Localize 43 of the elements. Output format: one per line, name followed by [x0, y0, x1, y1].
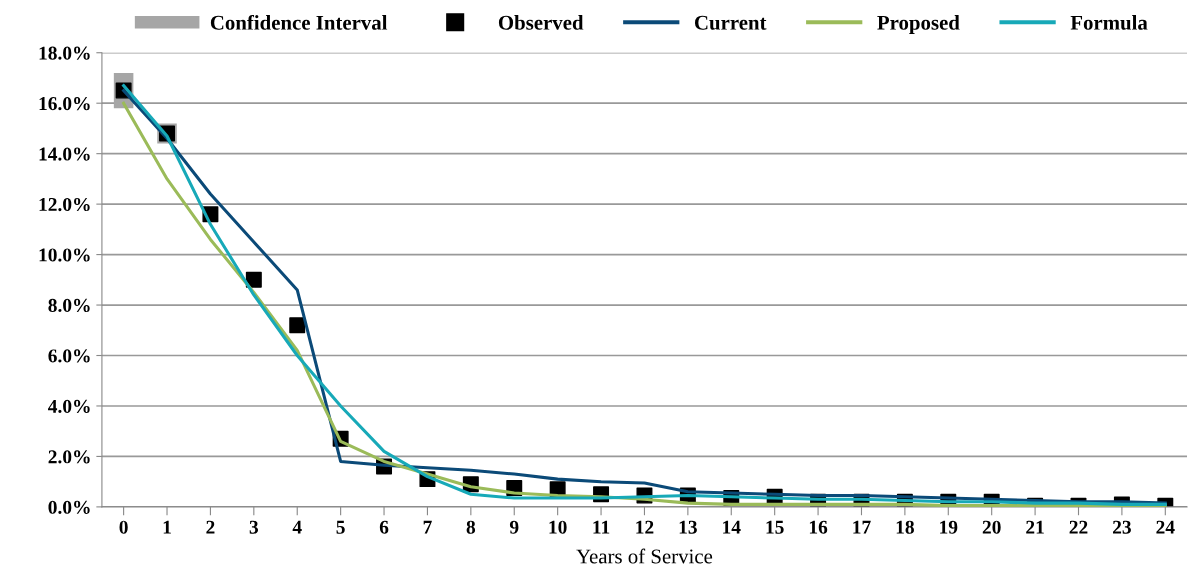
x-tick-label: 17 — [853, 520, 871, 534]
y-tick-label: 6.0% — [48, 349, 90, 363]
y-tick-label: 10.0% — [39, 248, 90, 262]
y-tick-label: 14.0% — [39, 147, 90, 161]
x-tick-label: 8 — [466, 520, 476, 534]
x-tick-label: 23 — [1113, 520, 1131, 534]
x-tick-label: 2 — [206, 520, 215, 534]
x-tick-label: 12 — [636, 520, 654, 534]
legend-label: Observed — [498, 15, 584, 30]
x-tick-label: 16 — [809, 520, 828, 534]
y-tick-label: 0.0% — [48, 500, 90, 514]
x-tick-label: 3 — [249, 520, 259, 534]
legend-label: Current — [694, 15, 767, 30]
y-tick-label: 18.0% — [39, 46, 90, 60]
x-tick-label: 11 — [593, 520, 610, 534]
legend-label: Confidence Interval — [210, 14, 388, 30]
y-tick-label: 2.0% — [48, 450, 90, 464]
point — [289, 317, 306, 334]
x-tick-label: 0 — [119, 520, 128, 534]
legend-label: Formula — [1070, 15, 1148, 30]
x-tick-label: 9 — [509, 520, 519, 534]
x-tick-label: 20 — [982, 520, 1001, 534]
x-tick-label: 18 — [896, 520, 914, 534]
point — [245, 271, 262, 288]
y-tick-label: 16.0% — [39, 97, 90, 111]
legend-label: Proposed — [877, 15, 960, 34]
x-tick-label: 5 — [336, 520, 345, 534]
x-tick-label: 7 — [423, 520, 432, 534]
x-tick-label: 6 — [379, 520, 389, 534]
x-tick-label: 19 — [940, 520, 958, 534]
x-tick-label: 10 — [549, 520, 567, 534]
x-tick-label: 15 — [766, 520, 784, 534]
y-tick-label: 8.0% — [48, 298, 90, 313]
x-tick-label: 22 — [1069, 520, 1088, 534]
x-tick-label: 13 — [679, 520, 697, 534]
y-tick-label: 12.0% — [39, 197, 90, 212]
y-tick-label: 4.0% — [48, 399, 90, 413]
x-axis-title: Years of Service — [576, 548, 713, 564]
x-tick-label: 4 — [292, 520, 302, 534]
x-tick-label: 21 — [1026, 520, 1044, 534]
x-tick-label: 14 — [723, 520, 741, 534]
x-tick-label: 24 — [1156, 520, 1175, 534]
x-tick-label: 1 — [163, 520, 171, 534]
